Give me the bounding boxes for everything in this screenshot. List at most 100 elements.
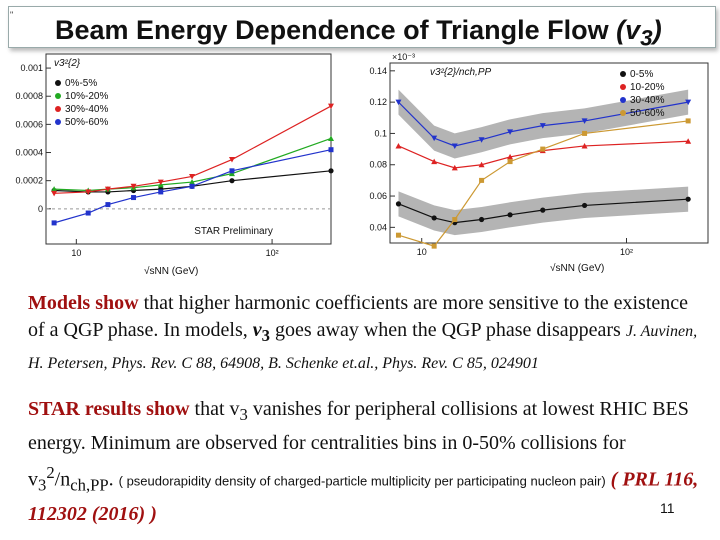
data-point — [51, 190, 58, 197]
legend-marker — [55, 119, 61, 125]
y-tick-label: 0.0002 — [15, 176, 43, 186]
series-line — [53, 149, 332, 224]
models-lead: Models show — [28, 292, 139, 314]
data-point — [452, 217, 458, 223]
star-text-2: vanishes for peripheral collisions at lo… — [28, 398, 689, 491]
legend-marker — [55, 93, 61, 99]
data-point — [451, 143, 458, 149]
models-text-1: that higher harmonic coefficients are mo… — [28, 292, 689, 341]
legend-label: 30%-40% — [65, 104, 108, 115]
legend-label: 0-5% — [630, 69, 653, 80]
star-lead: STAR results show — [28, 398, 190, 420]
data-point — [228, 170, 235, 177]
data-point — [431, 135, 438, 142]
x-tick-label: 10² — [266, 248, 279, 258]
data-point — [685, 196, 691, 202]
data-point — [157, 179, 164, 186]
x-axis-label: √sNN (GeV) — [550, 262, 604, 274]
y-tick-label: 0.0006 — [15, 119, 43, 129]
data-point — [507, 212, 513, 218]
watermark-label: STAR Preliminary — [194, 226, 273, 237]
data-point — [51, 186, 58, 192]
title-var: (v3) — [616, 15, 662, 51]
y-axis-label: v3²{2} — [54, 58, 81, 69]
star-paren-note: ( pseudorapidity density of charged-part… — [118, 473, 606, 489]
title-bar: Beam Energy Dependence of Triangle Flow … — [8, 6, 716, 51]
data-point — [431, 243, 437, 249]
data-point — [104, 186, 111, 193]
legend-label: 10-20% — [630, 82, 665, 93]
data-point — [540, 207, 546, 213]
series-line — [398, 198, 689, 224]
series-line — [398, 101, 689, 147]
series-line — [398, 140, 689, 169]
title-main: Beam Energy Dependence of Triangle Flow — [55, 15, 609, 45]
y-tick-label: 0.001 — [20, 63, 43, 73]
legend-marker — [620, 110, 626, 116]
y-tick-label: 0.06 — [369, 191, 387, 201]
y-scale-note: ×10⁻³ — [392, 52, 415, 62]
data-point — [189, 183, 195, 189]
data-point — [507, 159, 513, 165]
data-point — [582, 130, 588, 136]
data-point — [395, 201, 402, 207]
data-point — [479, 177, 485, 183]
data-point — [507, 129, 514, 135]
x-tick-label: 10 — [71, 248, 81, 258]
data-point — [581, 118, 588, 124]
y-tick-label: 0.1 — [374, 128, 387, 138]
data-point — [328, 168, 334, 174]
data-point — [581, 142, 588, 149]
legend-label: 10%-20% — [65, 91, 108, 102]
data-point — [229, 168, 235, 174]
right-chart: 0.14 0.12 0.1 0.08 0.06 0.04 10 10² v3²{2}/nch,P… — [369, 52, 709, 274]
y-tick-label: 0.14 — [369, 66, 387, 76]
data-point — [189, 173, 196, 180]
legend-marker — [620, 97, 626, 103]
data-point — [539, 123, 546, 129]
data-point — [229, 178, 235, 184]
y-tick-label: 0.08 — [369, 160, 387, 170]
data-point — [328, 147, 334, 153]
prl-citation: ( PRL 116, 112302 (2016) ) — [28, 468, 699, 525]
data-point — [431, 215, 437, 221]
x-axis-label: √sNN (GeV) — [144, 265, 198, 277]
data-point — [131, 195, 137, 201]
data-point — [478, 216, 485, 223]
data-point — [228, 157, 235, 163]
page-number: 11 — [660, 500, 675, 516]
data-point — [158, 189, 164, 195]
data-point — [685, 118, 691, 124]
data-point — [478, 137, 485, 143]
data-point — [395, 142, 402, 149]
data-point — [685, 138, 692, 144]
legend-marker — [620, 71, 626, 77]
legend-marker — [55, 80, 61, 86]
legend-label: 50-60% — [630, 108, 665, 119]
data-point — [130, 183, 137, 190]
data-point — [540, 146, 546, 152]
data-point — [451, 164, 458, 171]
corner-mark: " — [10, 10, 14, 20]
data-point — [85, 189, 92, 195]
star-text-1: that v — [189, 398, 240, 420]
y-tick-label: 0 — [38, 204, 43, 214]
data-point — [51, 220, 57, 226]
data-point — [395, 232, 401, 238]
legend-label: 30-40% — [630, 95, 665, 106]
data-point — [581, 202, 588, 209]
x-tick-label: 10² — [620, 247, 633, 257]
data-point — [507, 153, 514, 160]
legend-label: 50%-60% — [65, 117, 108, 128]
data-point — [189, 179, 196, 185]
x-tick-label: 10 — [417, 247, 427, 257]
models-paragraph: Models show that higher harmonic coeffic… — [28, 292, 698, 372]
left-chart: 0.001 0.0008 0.0006 0.0004 0.0002 0 10 10² v3²{2… — [15, 53, 334, 277]
series-line — [54, 105, 332, 194]
series-line — [398, 120, 689, 247]
data-point — [478, 161, 485, 168]
y-tick-label: 0.12 — [369, 97, 387, 107]
data-point — [395, 99, 402, 106]
data-point — [328, 135, 334, 141]
series-line — [54, 137, 332, 192]
